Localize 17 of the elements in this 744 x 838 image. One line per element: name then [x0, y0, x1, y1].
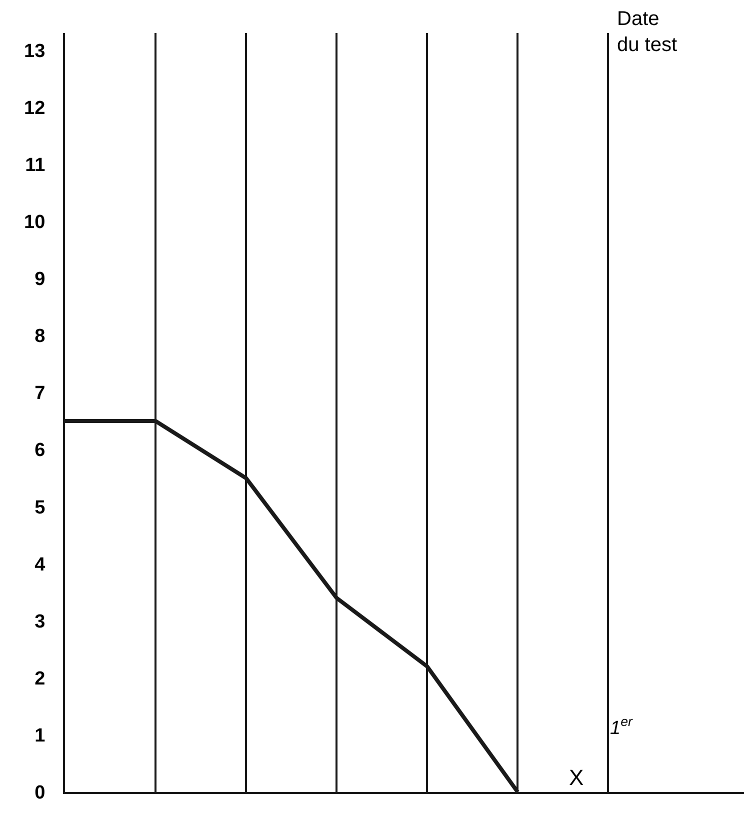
- y-tick-label: 2: [34, 668, 46, 690]
- y-tick-label: 0: [34, 782, 46, 804]
- y-tick-label: 11: [25, 154, 46, 176]
- y-tick-label: 3: [34, 611, 46, 632]
- y-tick-label: 13: [24, 40, 46, 62]
- y-tick-label: 4: [34, 554, 46, 576]
- y-tick-label: 10: [24, 212, 46, 233]
- y-tick-label: 5: [34, 497, 46, 518]
- annotation: X: [569, 765, 584, 790]
- y-tick-label: 8: [34, 326, 46, 348]
- annotation: Date du test: [617, 8, 678, 56]
- y-tick-label: 9: [34, 269, 46, 290]
- annotation: 1$^{er}$: [610, 714, 633, 739]
- y-tick-label: 7: [34, 383, 46, 404]
- y-tick-label: 12: [24, 98, 46, 119]
- y-tick-label: 6: [34, 440, 46, 462]
- y-tick-label: 1: [34, 726, 46, 747]
